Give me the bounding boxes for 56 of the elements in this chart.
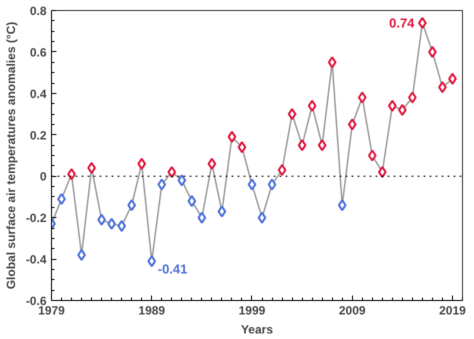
point bbox=[398, 104, 407, 116]
y-tick-label: 0.2 bbox=[30, 128, 47, 142]
point bbox=[57, 193, 66, 205]
point bbox=[268, 178, 276, 190]
y-tick-label: 0 bbox=[40, 170, 47, 184]
y-tick-label: -0.4 bbox=[26, 252, 47, 267]
point bbox=[167, 166, 176, 178]
point bbox=[338, 199, 347, 212]
point bbox=[438, 81, 447, 94]
annotation: -0.41 bbox=[158, 262, 188, 277]
point bbox=[228, 130, 236, 143]
x-tick-label: 2019 bbox=[439, 304, 466, 318]
point bbox=[448, 72, 457, 85]
point bbox=[318, 139, 326, 152]
point bbox=[428, 46, 437, 58]
point bbox=[87, 162, 96, 174]
point bbox=[177, 174, 186, 186]
point bbox=[378, 166, 387, 178]
x-tick-label: 1989 bbox=[138, 304, 166, 318]
point bbox=[147, 255, 156, 268]
y-axis-title: Global surface air temperatures anomalies (°C) bbox=[4, 22, 18, 290]
point bbox=[198, 212, 206, 224]
x-tick-label: 1999 bbox=[238, 304, 266, 318]
point bbox=[67, 168, 76, 180]
point bbox=[238, 141, 246, 154]
y-tick-label: 0.8 bbox=[30, 4, 47, 18]
point bbox=[388, 100, 397, 112]
point bbox=[137, 158, 146, 170]
point bbox=[127, 199, 136, 212]
point bbox=[157, 178, 166, 190]
point bbox=[368, 150, 377, 162]
x-tick-label: 1979 bbox=[38, 304, 66, 318]
point bbox=[298, 139, 306, 152]
point bbox=[408, 92, 417, 104]
point bbox=[117, 220, 126, 232]
annotation: 0.74 bbox=[389, 15, 416, 30]
y-tick-label: -0.2 bbox=[26, 211, 47, 226]
point bbox=[218, 205, 226, 218]
point bbox=[208, 158, 216, 170]
point bbox=[248, 178, 256, 190]
point bbox=[258, 212, 266, 224]
y-tick-label: 0.6 bbox=[30, 45, 47, 60]
point bbox=[77, 248, 86, 261]
point bbox=[358, 92, 367, 104]
point bbox=[107, 218, 116, 230]
point bbox=[288, 108, 296, 120]
point bbox=[418, 16, 427, 29]
y-tick-label: 0.4 bbox=[30, 86, 47, 101]
point bbox=[278, 164, 286, 176]
point bbox=[308, 100, 316, 112]
point bbox=[328, 56, 337, 68]
point bbox=[348, 118, 357, 130]
point bbox=[188, 195, 196, 208]
x-axis-title: Years bbox=[240, 322, 274, 336]
x-tick-label: 2009 bbox=[338, 304, 366, 318]
point bbox=[97, 214, 106, 226]
